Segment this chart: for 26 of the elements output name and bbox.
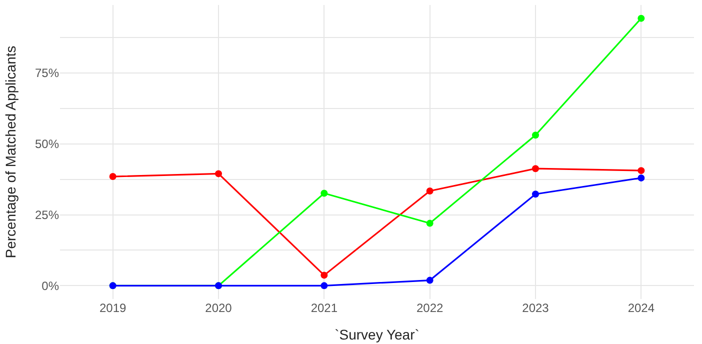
x-tick-label: 2022 [416,301,444,315]
x-tick-label: 2019 [99,301,126,315]
point [109,173,116,180]
x-tick-label: 2020 [205,301,232,315]
point [320,282,328,290]
point [426,187,434,194]
point [215,170,222,178]
y-tick-label: 50% [34,137,60,152]
x-tick-label: 2021 [310,301,338,315]
x-tick-label: 2023 [522,301,550,315]
point [638,167,645,174]
point [638,174,645,182]
point [532,132,539,139]
point [532,165,539,172]
point [426,276,434,284]
x-tick-label: 2024 [628,301,655,315]
point [638,14,645,22]
point [532,190,539,198]
x-axis-title: `Survey Year` [334,326,420,342]
point [320,190,328,197]
y-tick-label: 25% [34,208,60,222]
point [320,272,328,279]
y-tick-label: 75% [34,66,60,80]
y-axis-title: Percentage of Matched Applicants [2,46,19,258]
y-tick-label: 0% [42,278,60,293]
point [426,220,434,227]
